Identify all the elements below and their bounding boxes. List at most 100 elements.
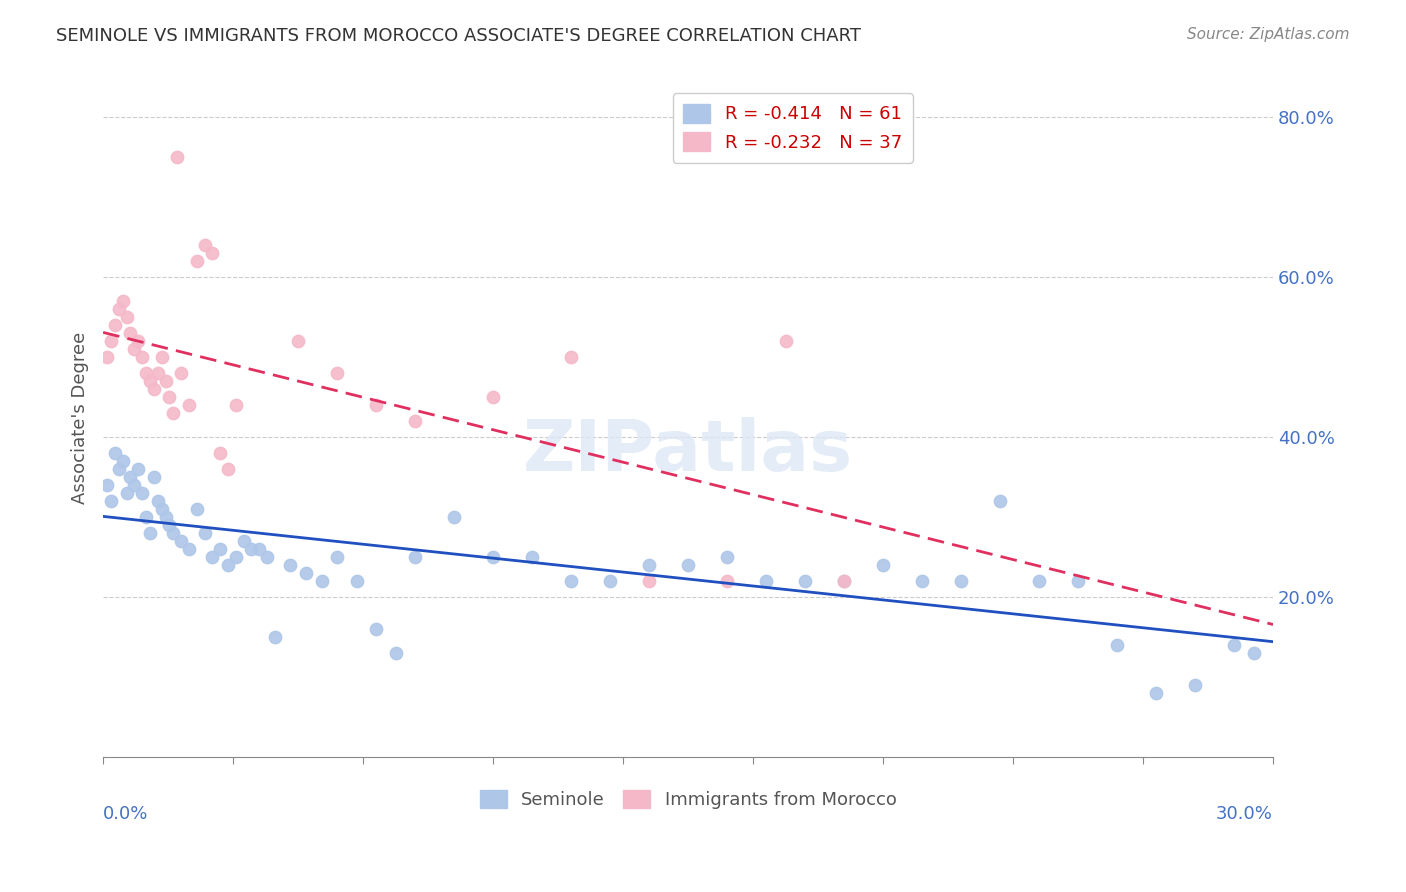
Point xyxy=(384,647,406,661)
Point xyxy=(170,534,193,549)
Point xyxy=(201,246,224,260)
Point xyxy=(107,462,129,476)
Point xyxy=(278,558,301,573)
Point xyxy=(755,574,778,589)
Point xyxy=(311,574,333,589)
Point xyxy=(177,399,200,413)
Point xyxy=(225,399,247,413)
Point xyxy=(482,550,505,565)
Point xyxy=(120,470,142,484)
Point xyxy=(142,383,165,397)
Point xyxy=(100,334,122,349)
Point xyxy=(326,550,349,565)
Text: 30.0%: 30.0% xyxy=(1216,805,1272,823)
Point xyxy=(232,534,254,549)
Point xyxy=(950,574,973,589)
Point xyxy=(120,326,142,341)
Point xyxy=(832,574,855,589)
Point xyxy=(135,367,157,381)
Point xyxy=(217,558,239,573)
Point xyxy=(638,558,661,573)
Legend: Seminole, Immigrants from Morocco: Seminole, Immigrants from Morocco xyxy=(472,782,904,816)
Point xyxy=(217,462,239,476)
Point xyxy=(256,550,278,565)
Point xyxy=(832,574,855,589)
Point xyxy=(127,462,149,476)
Point xyxy=(162,406,184,420)
Point xyxy=(716,574,738,589)
Point xyxy=(186,254,208,268)
Point xyxy=(155,375,177,389)
Point xyxy=(240,542,263,557)
Point xyxy=(193,238,215,252)
Point xyxy=(150,351,173,365)
Point xyxy=(131,351,153,365)
Point xyxy=(142,470,165,484)
Point xyxy=(676,558,699,573)
Point xyxy=(107,302,129,317)
Point xyxy=(155,510,177,524)
Point xyxy=(139,375,162,389)
Point xyxy=(560,574,582,589)
Point xyxy=(872,558,894,573)
Point xyxy=(364,623,387,637)
Point xyxy=(127,334,149,349)
Point xyxy=(150,502,173,516)
Point xyxy=(186,502,208,516)
Text: Source: ZipAtlas.com: Source: ZipAtlas.com xyxy=(1187,27,1350,42)
Point xyxy=(104,318,127,333)
Text: ZIPatlas: ZIPatlas xyxy=(523,417,853,486)
Point xyxy=(326,367,349,381)
Point xyxy=(404,414,426,428)
Point xyxy=(560,351,582,365)
Text: 0.0%: 0.0% xyxy=(103,805,149,823)
Point xyxy=(131,486,153,500)
Y-axis label: Associate's Degree: Associate's Degree xyxy=(72,331,89,504)
Point xyxy=(1105,639,1128,653)
Point xyxy=(146,494,169,508)
Point xyxy=(157,518,180,533)
Point xyxy=(263,631,285,645)
Point xyxy=(111,294,134,309)
Point xyxy=(911,574,934,589)
Point xyxy=(520,550,543,565)
Point xyxy=(443,510,465,524)
Point xyxy=(139,526,162,541)
Point xyxy=(96,478,118,492)
Text: SEMINOLE VS IMMIGRANTS FROM MOROCCO ASSOCIATE'S DEGREE CORRELATION CHART: SEMINOLE VS IMMIGRANTS FROM MOROCCO ASSO… xyxy=(56,27,862,45)
Point xyxy=(225,550,247,565)
Point xyxy=(166,150,188,164)
Point xyxy=(193,526,215,541)
Point xyxy=(104,446,127,460)
Point xyxy=(716,550,738,565)
Point xyxy=(599,574,621,589)
Point xyxy=(1028,574,1050,589)
Point xyxy=(201,550,224,565)
Point xyxy=(111,454,134,468)
Point xyxy=(146,367,169,381)
Point xyxy=(170,367,193,381)
Point xyxy=(638,574,661,589)
Point xyxy=(794,574,817,589)
Point xyxy=(1243,647,1265,661)
Point xyxy=(364,399,387,413)
Point xyxy=(775,334,797,349)
Point xyxy=(162,526,184,541)
Point xyxy=(96,351,118,365)
Point xyxy=(1144,686,1167,700)
Point xyxy=(209,446,232,460)
Point xyxy=(157,391,180,405)
Point xyxy=(115,486,138,500)
Point xyxy=(115,310,138,325)
Point xyxy=(1067,574,1090,589)
Point xyxy=(287,334,309,349)
Point xyxy=(247,542,270,557)
Point xyxy=(124,478,146,492)
Point xyxy=(404,550,426,565)
Point xyxy=(124,343,146,357)
Point xyxy=(988,494,1011,508)
Point xyxy=(346,574,368,589)
Point xyxy=(209,542,232,557)
Point xyxy=(177,542,200,557)
Point xyxy=(100,494,122,508)
